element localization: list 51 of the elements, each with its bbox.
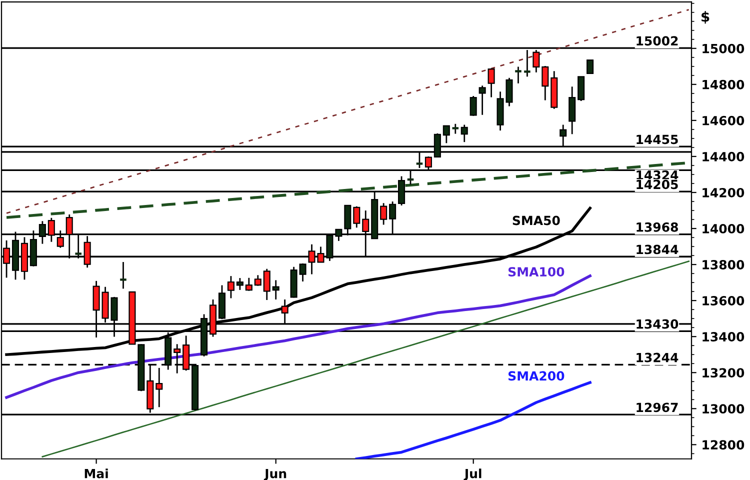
candlestick [586, 60, 594, 74]
y-tick-label: 13800 [702, 260, 744, 270]
ref-line-label: 15002 [636, 36, 678, 46]
x-tick-label: Mai [84, 468, 108, 478]
series-label: SMA100 [508, 267, 564, 277]
candlestick [245, 277, 252, 292]
y-tick-label: 13400 [702, 332, 744, 342]
y-tick-label: 14200 [702, 188, 744, 198]
candlestick [299, 262, 306, 282]
candlestick [227, 275, 234, 299]
y-tick-label: 13600 [702, 296, 744, 306]
ref-line-label: 14205 [636, 180, 678, 190]
line-series [42, 260, 690, 458]
ref-line-label: 13968 [636, 222, 678, 232]
candlestick [118, 261, 128, 290]
candlestick [460, 124, 468, 143]
ref-line-label: 13244 [636, 352, 678, 362]
line-series [6, 8, 690, 214]
candlestick [578, 76, 585, 102]
y-axis-title: $ [702, 11, 710, 24]
y-tick-label: 15000 [702, 44, 744, 54]
candlestick [380, 202, 388, 226]
candlestick [272, 280, 280, 300]
candlestick [568, 86, 576, 135]
y-tick-label: 14400 [702, 152, 744, 162]
ref-line-label: 13430 [636, 319, 678, 329]
candlestick [156, 367, 163, 408]
candlestick [514, 66, 522, 84]
candlestick [353, 206, 360, 228]
candlestick [236, 277, 244, 291]
candlestick [442, 125, 450, 144]
y-tick-label: 14800 [702, 80, 744, 90]
ref-line-label: 14324 [636, 170, 678, 180]
ref-line-label: 13844 [636, 244, 678, 254]
candlestick [254, 274, 262, 286]
ref-line-label: 14455 [636, 134, 678, 144]
y-tick-label: 14600 [702, 116, 744, 126]
candlestick [478, 84, 486, 116]
line-series [355, 381, 592, 459]
y-tick-label: 13200 [702, 368, 744, 378]
candlestick [263, 268, 270, 301]
candlestick [451, 123, 460, 134]
ref-line-label: 12967 [636, 402, 678, 412]
series-label: SMA200 [508, 371, 564, 381]
y-tick-label: 14000 [702, 224, 744, 234]
y-tick-label: 12800 [702, 440, 744, 450]
series-label: SMA50 [512, 216, 560, 226]
candlestick [488, 68, 495, 98]
y-tick-label: 13000 [702, 404, 744, 414]
candlestick [542, 65, 549, 101]
candlestick [470, 95, 477, 117]
